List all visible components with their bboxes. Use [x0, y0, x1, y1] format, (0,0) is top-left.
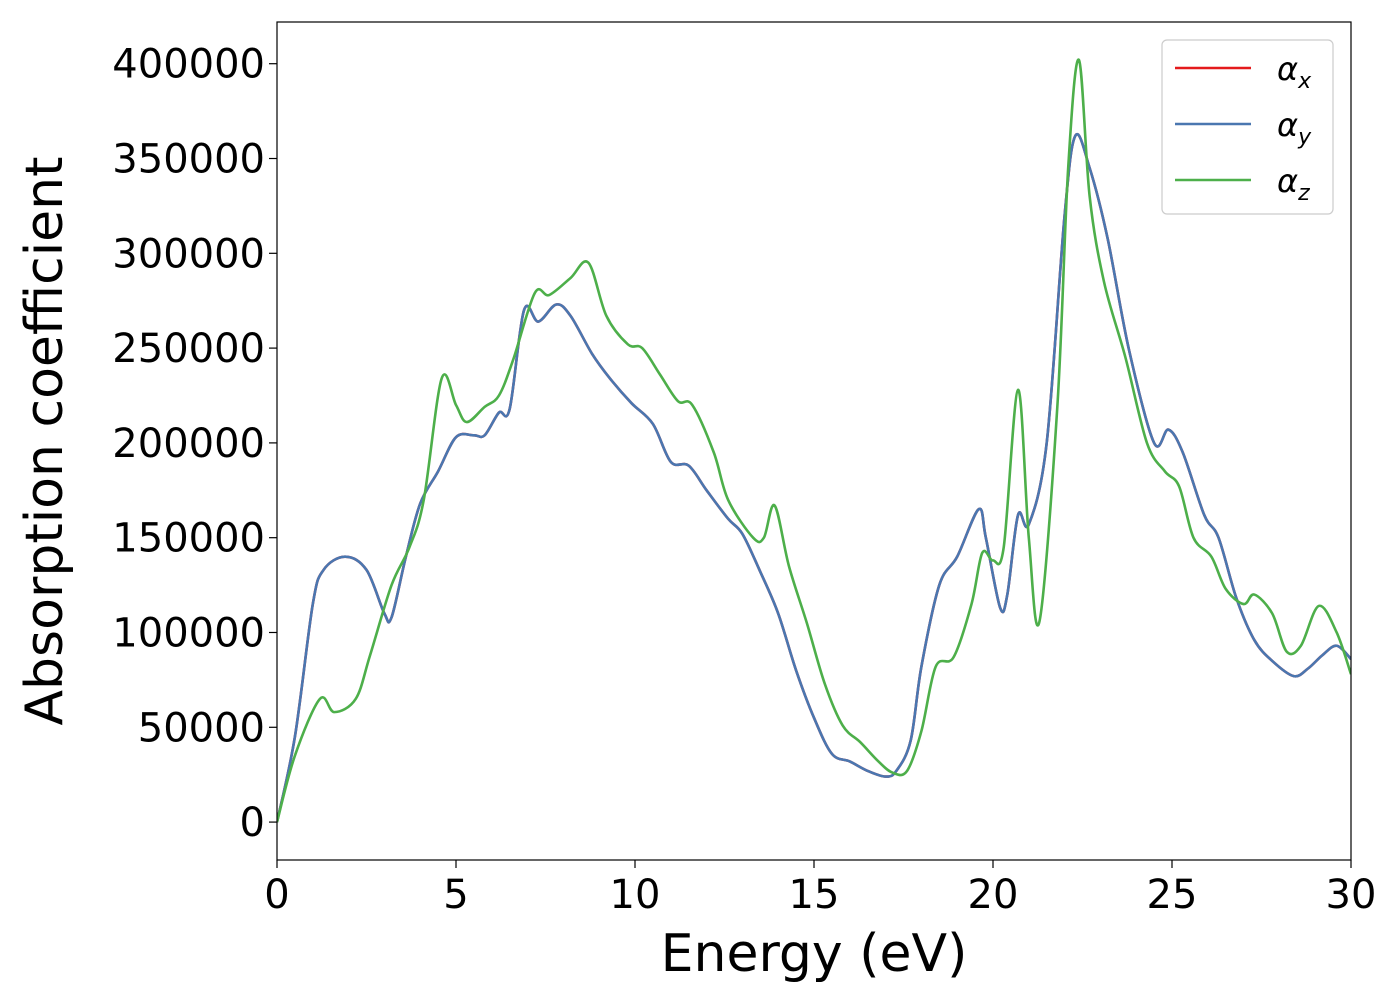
legend-frame — [1161, 39, 1334, 215]
series-line-alpha-z — [277, 58, 1351, 823]
y-tick-label: 150000 — [112, 516, 265, 562]
y-axis: 0 50000 100000 150000 200000 250000 300000 3500… — [112, 42, 277, 846]
legend-label-alpha-y: αy — [1277, 106, 1312, 150]
x-tick-label: 30 — [1326, 872, 1377, 918]
y-tick-label: 0 — [240, 800, 265, 846]
y-tick-label: 350000 — [112, 137, 265, 183]
y-tick-label: 100000 — [112, 610, 265, 656]
x-tick-label: 10 — [610, 872, 661, 918]
y-tick-label: 50000 — [138, 705, 265, 751]
x-tick-label: 25 — [1147, 872, 1198, 918]
x-tick-label: 20 — [968, 872, 1019, 918]
legend-subscript: x — [1297, 69, 1312, 94]
legend-label-alpha-z: αz — [1277, 162, 1310, 206]
y-tick-label: 250000 — [112, 326, 265, 372]
y-tick-label: 200000 — [112, 421, 265, 467]
series-layer — [277, 58, 1351, 823]
x-tick-label: 15 — [789, 872, 840, 918]
legend-subscript: y — [1297, 125, 1312, 150]
x-tick-label: 5 — [443, 872, 468, 918]
x-axis: 0 5 10 15 20 25 30 — [264, 860, 1376, 918]
series-line-alpha-y — [277, 132, 1351, 823]
legend-symbol: α — [1277, 162, 1298, 200]
x-axis-title: Energy (eV) — [661, 924, 968, 984]
y-tick-label: 400000 — [112, 42, 265, 88]
legend-label-alpha-x: αx — [1277, 50, 1312, 94]
legend-subscript: z — [1297, 181, 1310, 206]
y-axis-title: Absorption coefficient — [15, 156, 75, 725]
y-tick-label: 300000 — [112, 231, 265, 277]
x-tick-label: 0 — [264, 872, 289, 918]
legend-symbol: α — [1277, 50, 1298, 88]
legend-symbol: α — [1277, 106, 1298, 144]
